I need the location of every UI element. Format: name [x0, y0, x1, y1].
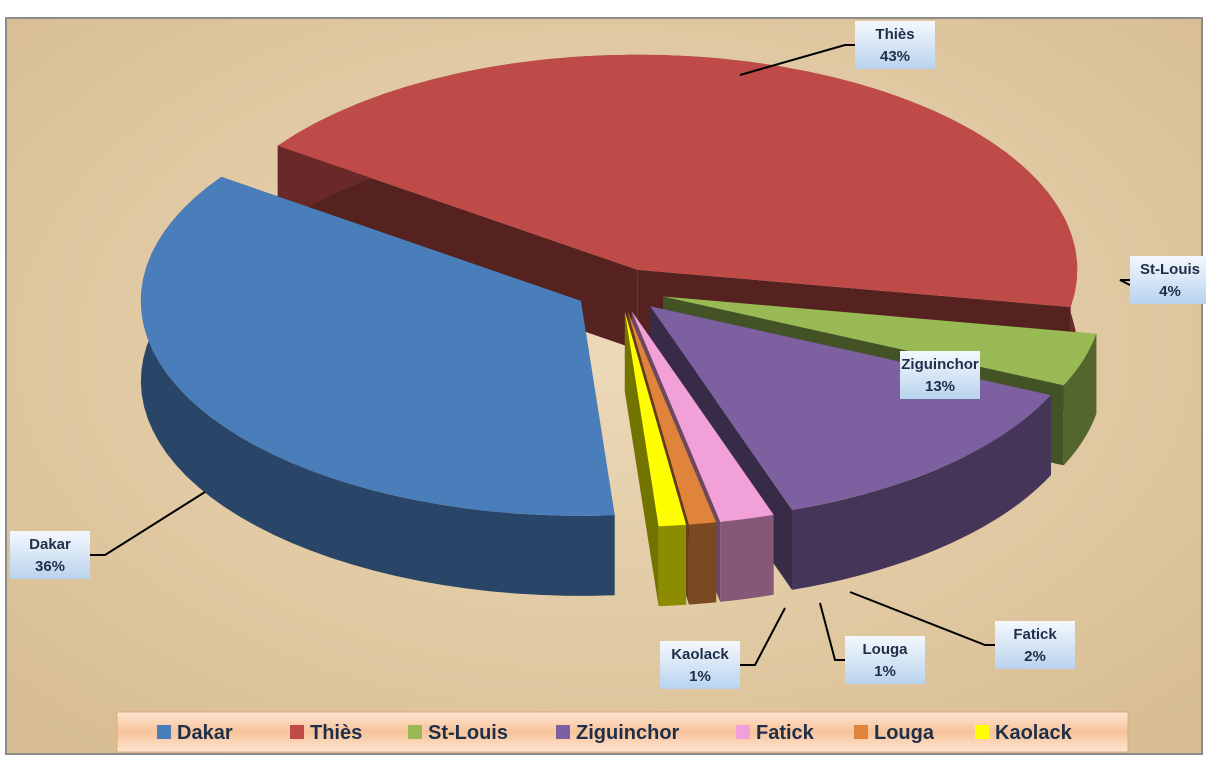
- legend-label: Fatick: [756, 722, 815, 744]
- legend-swatch: [408, 725, 422, 739]
- label-category: Dakar: [29, 536, 71, 553]
- legend-swatch: [854, 725, 868, 739]
- legend-label: Dakar: [177, 722, 233, 744]
- legend-label: Ziguinchor: [576, 722, 680, 744]
- legend-label: Kaolack: [995, 722, 1073, 744]
- label-value: 4%: [1159, 283, 1181, 300]
- label-category: St-Louis: [1140, 261, 1200, 278]
- label-category: Thiès: [875, 26, 914, 43]
- label-category: Louga: [863, 641, 909, 658]
- chart: Dakar 36% Thiès 43% St-Louis 4% Ziguinchor 13% F…: [0, 0, 1206, 756]
- legend-label: St-Louis: [428, 722, 508, 744]
- label-category: Kaolack: [671, 646, 729, 663]
- legend-label: Thiès: [310, 722, 362, 744]
- slice-side: [659, 525, 686, 606]
- label-value: 36%: [35, 558, 65, 575]
- legend-swatch: [157, 725, 171, 739]
- label-category: Fatick: [1013, 626, 1057, 643]
- legend-swatch: [556, 725, 570, 739]
- label-value: 43%: [880, 48, 910, 65]
- legend-swatch: [736, 725, 750, 739]
- label-value: 1%: [689, 668, 711, 685]
- legend-swatch: [975, 725, 989, 739]
- legend-swatch: [290, 725, 304, 739]
- label-category: Ziguinchor: [901, 356, 979, 373]
- slice-side: [720, 515, 773, 602]
- label-value: 2%: [1024, 648, 1046, 665]
- label-value: 13%: [925, 378, 955, 395]
- legend-label: Louga: [874, 722, 935, 744]
- label-value: 1%: [874, 663, 896, 680]
- slice-side: [689, 522, 716, 604]
